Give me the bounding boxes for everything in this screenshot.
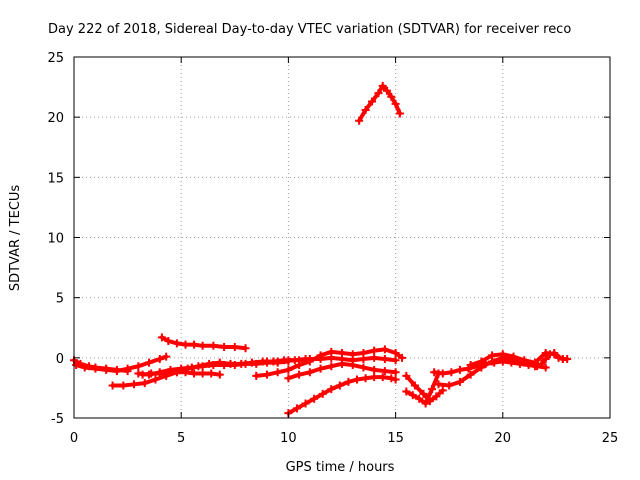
series-arc-17: [537, 349, 572, 368]
data-point-trail: [468, 365, 484, 377]
data-point-trail: [412, 383, 426, 396]
series-arc-11: [355, 81, 404, 125]
data-point: [395, 109, 404, 118]
x-tick-label: 15: [387, 431, 404, 446]
data-point-trail: [423, 387, 435, 406]
x-tick-label: 25: [602, 431, 619, 446]
data-point-trail: [357, 107, 368, 123]
data-point-trail: [430, 371, 441, 392]
data-point: [241, 344, 250, 353]
plot-frame: [73, 56, 611, 419]
data-point: [391, 375, 400, 384]
data-point-trail: [404, 373, 417, 388]
series-arc-8: [262, 353, 400, 366]
series-arc-9: [284, 359, 400, 383]
data-point-trail: [434, 388, 445, 399]
y-tick-label: 25: [47, 51, 64, 66]
data-point: [563, 355, 572, 364]
data-points: [70, 81, 572, 418]
y-tick-label: -5: [51, 412, 64, 427]
y-tick-label: 20: [47, 111, 64, 126]
x-tick-label: 20: [495, 431, 512, 446]
data-point-trail: [479, 353, 495, 364]
x-tick-label: 10: [280, 431, 297, 446]
y-axis-label: SDTVAR / TECUs: [8, 185, 23, 292]
x-tick-label: 5: [177, 431, 185, 446]
y-tick-label: 5: [56, 292, 64, 307]
data-point: [391, 356, 400, 365]
series-arc-12: [402, 371, 447, 406]
series-arc-5: [138, 368, 224, 379]
x-tick-label: 0: [70, 431, 78, 446]
series-arc-2: [72, 352, 171, 376]
series-arc-6: [157, 333, 250, 353]
y-tick-label: 15: [47, 171, 64, 186]
data-point: [162, 352, 171, 361]
data-point: [438, 386, 447, 395]
chart-title: Day 222 of 2018, Sidereal Day-to-day VTE…: [48, 22, 571, 37]
y-ticks: -5 0 5 10 15 20 25: [47, 51, 610, 427]
data-point-trail: [479, 359, 495, 370]
data-point: [391, 368, 400, 377]
data-point-trail: [532, 351, 548, 365]
data-point: [541, 363, 550, 372]
x-axis-label: GPS time / hours: [286, 460, 395, 475]
series-arc-7: [252, 345, 407, 380]
series-arc-10: [284, 373, 400, 418]
data-point-trail: [457, 372, 473, 384]
data-point: [215, 370, 224, 379]
y-tick-label: 0: [56, 352, 64, 367]
y-tick-label: 10: [47, 232, 64, 247]
x-ticks: 0 5 10 15 20 25: [70, 57, 618, 446]
data-point: [398, 353, 407, 362]
